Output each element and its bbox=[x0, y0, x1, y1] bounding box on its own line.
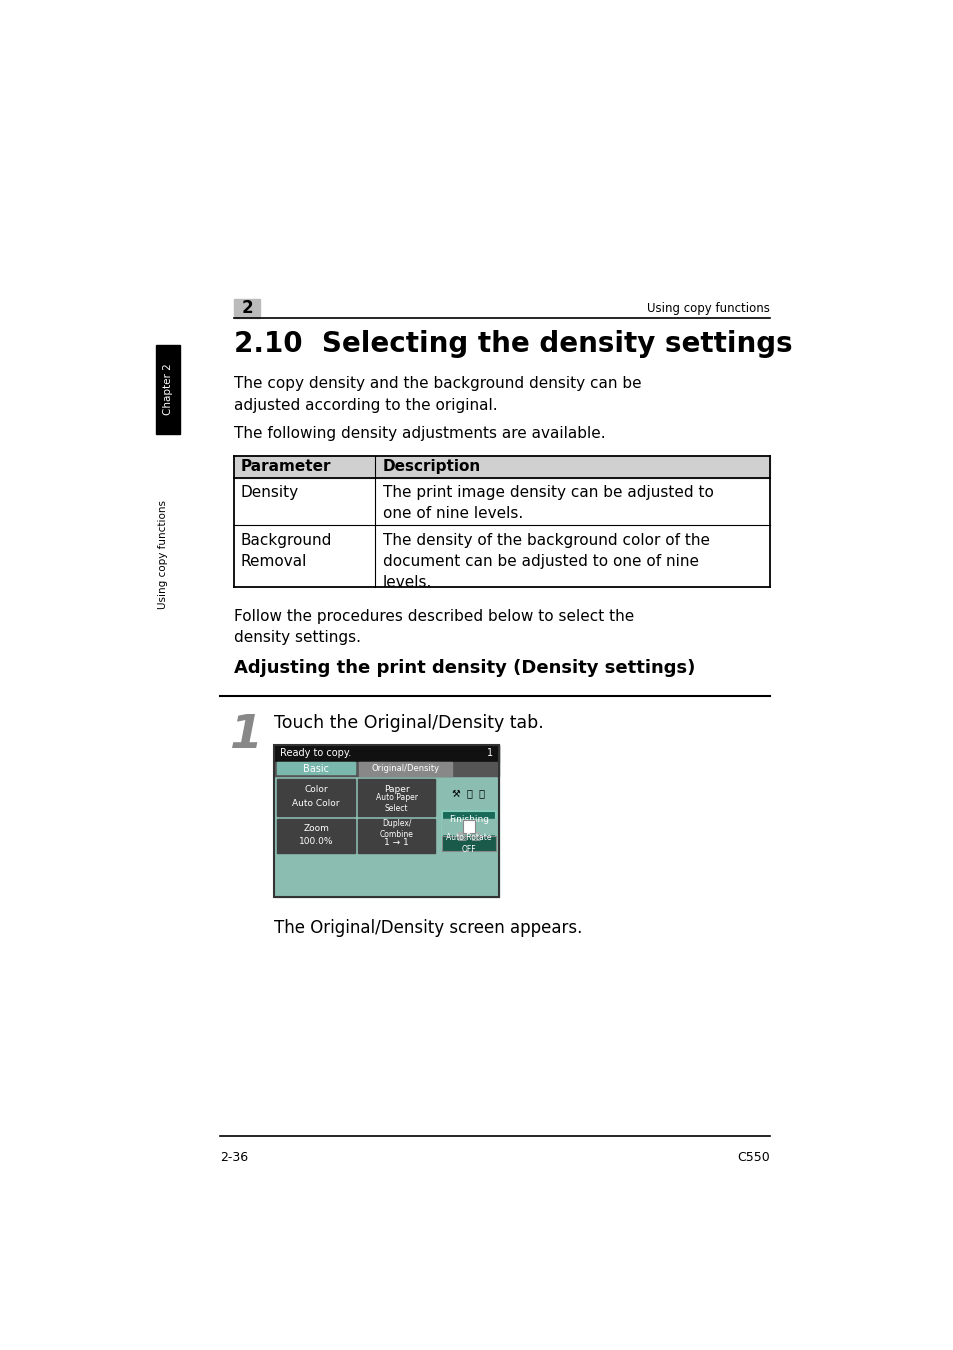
Text: Using copy functions: Using copy functions bbox=[647, 302, 769, 315]
Bar bbox=[462, 819, 475, 833]
Text: ▩ ▨: ▩ ▨ bbox=[456, 830, 480, 841]
Text: Background
Removal: Background Removal bbox=[240, 533, 332, 570]
Text: Follow the procedures described below to select the
density settings.: Follow the procedures described below to… bbox=[233, 609, 634, 645]
Text: 1: 1 bbox=[230, 713, 263, 757]
Text: Finishing: Finishing bbox=[448, 815, 488, 824]
Bar bbox=[233, 300, 260, 317]
Bar bbox=[441, 811, 496, 846]
Text: Touch the Original/Density tab.: Touch the Original/Density tab. bbox=[274, 714, 543, 732]
Text: Ready to copy.: Ready to copy. bbox=[279, 748, 351, 759]
Text: Color: Color bbox=[304, 786, 328, 794]
Text: Auto Color: Auto Color bbox=[292, 799, 339, 807]
Text: Adjusting the print density (Density settings): Adjusting the print density (Density set… bbox=[233, 659, 695, 676]
Bar bbox=[441, 819, 496, 834]
Bar bbox=[277, 761, 355, 774]
Text: The density of the background color of the
document can be adjusted to one of ni: The density of the background color of t… bbox=[382, 533, 709, 590]
Text: 2.10  Selecting the density settings: 2.10 Selecting the density settings bbox=[233, 329, 792, 358]
Text: 1: 1 bbox=[487, 748, 493, 759]
Bar bbox=[274, 745, 498, 898]
Text: Auto Rotate
OFF: Auto Rotate OFF bbox=[446, 833, 491, 853]
Text: Original/Density: Original/Density bbox=[372, 764, 439, 774]
Text: ⚒  🐦  📋: ⚒ 🐦 📋 bbox=[452, 790, 485, 799]
Text: The following density adjustments are available.: The following density adjustments are av… bbox=[233, 427, 605, 441]
Text: Basic: Basic bbox=[303, 764, 329, 774]
Text: Description: Description bbox=[382, 459, 480, 474]
Bar bbox=[156, 346, 179, 433]
Bar bbox=[274, 745, 498, 898]
Text: 1 → 1: 1 → 1 bbox=[384, 838, 409, 848]
Bar bbox=[274, 761, 498, 776]
Bar bbox=[277, 819, 355, 853]
Bar bbox=[233, 456, 769, 478]
Text: Chapter 2: Chapter 2 bbox=[163, 363, 172, 416]
Text: 2-36: 2-36 bbox=[220, 1152, 248, 1165]
Text: Zoom: Zoom bbox=[303, 825, 329, 833]
Text: 2: 2 bbox=[241, 300, 253, 317]
Bar bbox=[274, 745, 498, 761]
Text: 100.0%: 100.0% bbox=[298, 837, 333, 845]
Text: C550: C550 bbox=[737, 1152, 769, 1165]
Text: Using copy functions: Using copy functions bbox=[157, 501, 168, 609]
Text: Duplex/
Combine: Duplex/ Combine bbox=[379, 818, 414, 838]
Text: The Original/Density screen appears.: The Original/Density screen appears. bbox=[274, 919, 582, 937]
Bar bbox=[357, 779, 435, 815]
Text: The print image density can be adjusted to
one of nine levels.: The print image density can be adjusted … bbox=[382, 486, 713, 521]
Text: Paper: Paper bbox=[383, 786, 409, 794]
Text: Density: Density bbox=[240, 486, 298, 501]
Text: The copy density and the background density can be
adjusted according to the ori: The copy density and the background dens… bbox=[233, 377, 641, 413]
Bar bbox=[357, 819, 435, 853]
Text: Parameter: Parameter bbox=[240, 459, 331, 474]
Bar bbox=[277, 779, 355, 815]
Bar bbox=[441, 836, 496, 850]
Text: Auto Paper
Select: Auto Paper Select bbox=[375, 794, 417, 814]
Bar bbox=[359, 761, 452, 776]
